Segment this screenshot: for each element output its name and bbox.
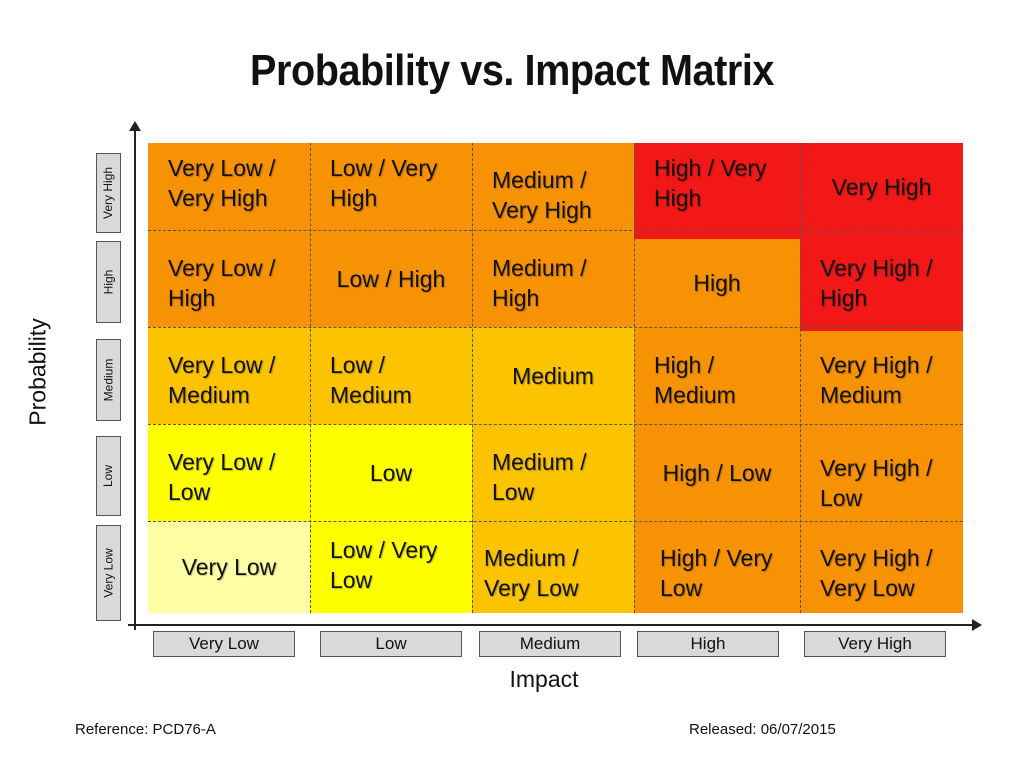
matrix-cell: Medium / Low (472, 424, 634, 521)
risk-matrix: Very Low / Very High Low / Very High Med… (148, 143, 963, 613)
matrix-cell: Very Low / Medium (148, 327, 310, 424)
matrix-cell: Medium / High (472, 230, 634, 327)
matrix-cell: Very Low / High (148, 230, 310, 327)
matrix-cell: Low / Very High (310, 143, 472, 230)
grid-line (148, 327, 963, 328)
y-axis-label: Probability (24, 318, 51, 426)
matrix-cell: Low (310, 424, 472, 521)
matrix-cell: Very High / Very Low (800, 521, 963, 613)
x-level-very-low: Very Low (153, 631, 295, 657)
matrix-cell: High / Very Low (634, 521, 800, 613)
x-level-low: Low (320, 631, 462, 657)
y-axis-arrow-icon (129, 121, 141, 131)
y-level-high: High (96, 241, 121, 323)
grid-line (634, 143, 635, 613)
matrix-cell: Very Low / Very High (148, 143, 310, 230)
x-level-very-high: Very High (804, 631, 946, 657)
matrix-cell: Medium / Very High (472, 143, 634, 230)
matrix-cell: High / Very High (634, 143, 800, 239)
matrix-cell: Low / Very Low (310, 521, 472, 613)
matrix-cell: Very High / Medium (800, 331, 963, 424)
release-date-text: Released: 06/07/2015 (689, 721, 836, 738)
grid-line (472, 143, 473, 613)
matrix-cell: Medium (472, 327, 634, 424)
y-level-medium: Medium (96, 339, 121, 421)
grid-line (310, 143, 311, 613)
matrix-cell: Very High (800, 143, 963, 230)
matrix-cell: High / Medium (634, 327, 800, 424)
matrix-cell: High / Low (634, 424, 800, 521)
page-title: Probability vs. Impact Matrix (250, 46, 774, 95)
grid-line (148, 424, 963, 425)
x-axis-line (128, 624, 974, 626)
y-axis-line (134, 128, 136, 630)
y-level-very-high: Very High (96, 153, 121, 233)
matrix-cell: Very High / Low (800, 424, 963, 521)
grid-line (148, 521, 963, 522)
x-level-medium: Medium (479, 631, 621, 657)
x-level-high: High (637, 631, 779, 657)
x-axis-arrow-icon (972, 619, 982, 631)
x-axis-label: Impact (509, 666, 579, 692)
matrix-cell: Very High / High (800, 230, 963, 331)
grid-line (148, 230, 963, 231)
matrix-cell: Very Low (148, 521, 310, 613)
y-level-low: Low (96, 436, 121, 516)
matrix-cell: Very Low / Low (148, 424, 310, 521)
y-level-very-low: Very Low (96, 525, 121, 621)
matrix-cell: Low / Medium (310, 327, 472, 424)
reference-text: Reference: PCD76-A (75, 721, 216, 738)
matrix-cell: High (634, 239, 800, 327)
matrix-cell: Low / High (310, 230, 472, 327)
grid-line (800, 143, 801, 613)
matrix-cell: Medium / Very Low (472, 521, 634, 613)
